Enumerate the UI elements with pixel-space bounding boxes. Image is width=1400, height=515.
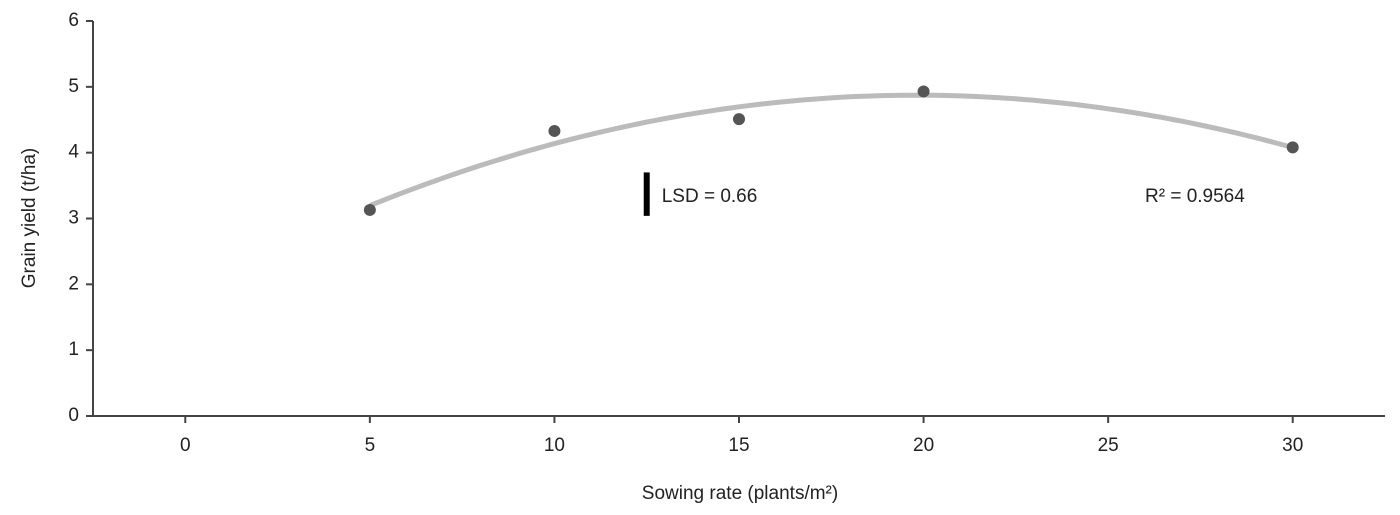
y-tick-label: 6 xyxy=(68,10,79,31)
y-tick-label: 2 xyxy=(68,273,79,294)
data-point xyxy=(917,85,930,98)
y-tick-label: 0 xyxy=(68,405,79,426)
y-tick-label: 3 xyxy=(68,208,79,229)
data-point xyxy=(548,124,561,137)
x-tick-label: 30 xyxy=(1282,435,1303,456)
lsd-label: LSD = 0.66 xyxy=(662,186,758,207)
y-tick-label: 5 xyxy=(68,76,79,97)
x-tick-label: 0 xyxy=(180,435,191,456)
annotation: R² = 0.9564 xyxy=(1145,186,1245,207)
lsd-bar xyxy=(643,172,650,216)
x-tick-label: 20 xyxy=(913,435,934,456)
trend-line xyxy=(368,92,1294,208)
data-point xyxy=(363,203,376,216)
data-point xyxy=(1286,141,1299,154)
x-tick-label: 15 xyxy=(728,435,749,456)
y-axis-label: Grain yield (t/ha) xyxy=(19,148,40,288)
y-tick-label: 1 xyxy=(68,339,79,360)
x-axis-label: Sowing rate (plants/m²) xyxy=(642,483,838,504)
x-tick-label: 25 xyxy=(1098,435,1119,456)
y-tick-label: 4 xyxy=(68,142,79,163)
x-tick-label: 5 xyxy=(365,435,376,456)
data-point xyxy=(733,113,745,126)
x-tick-label: 10 xyxy=(544,435,565,456)
